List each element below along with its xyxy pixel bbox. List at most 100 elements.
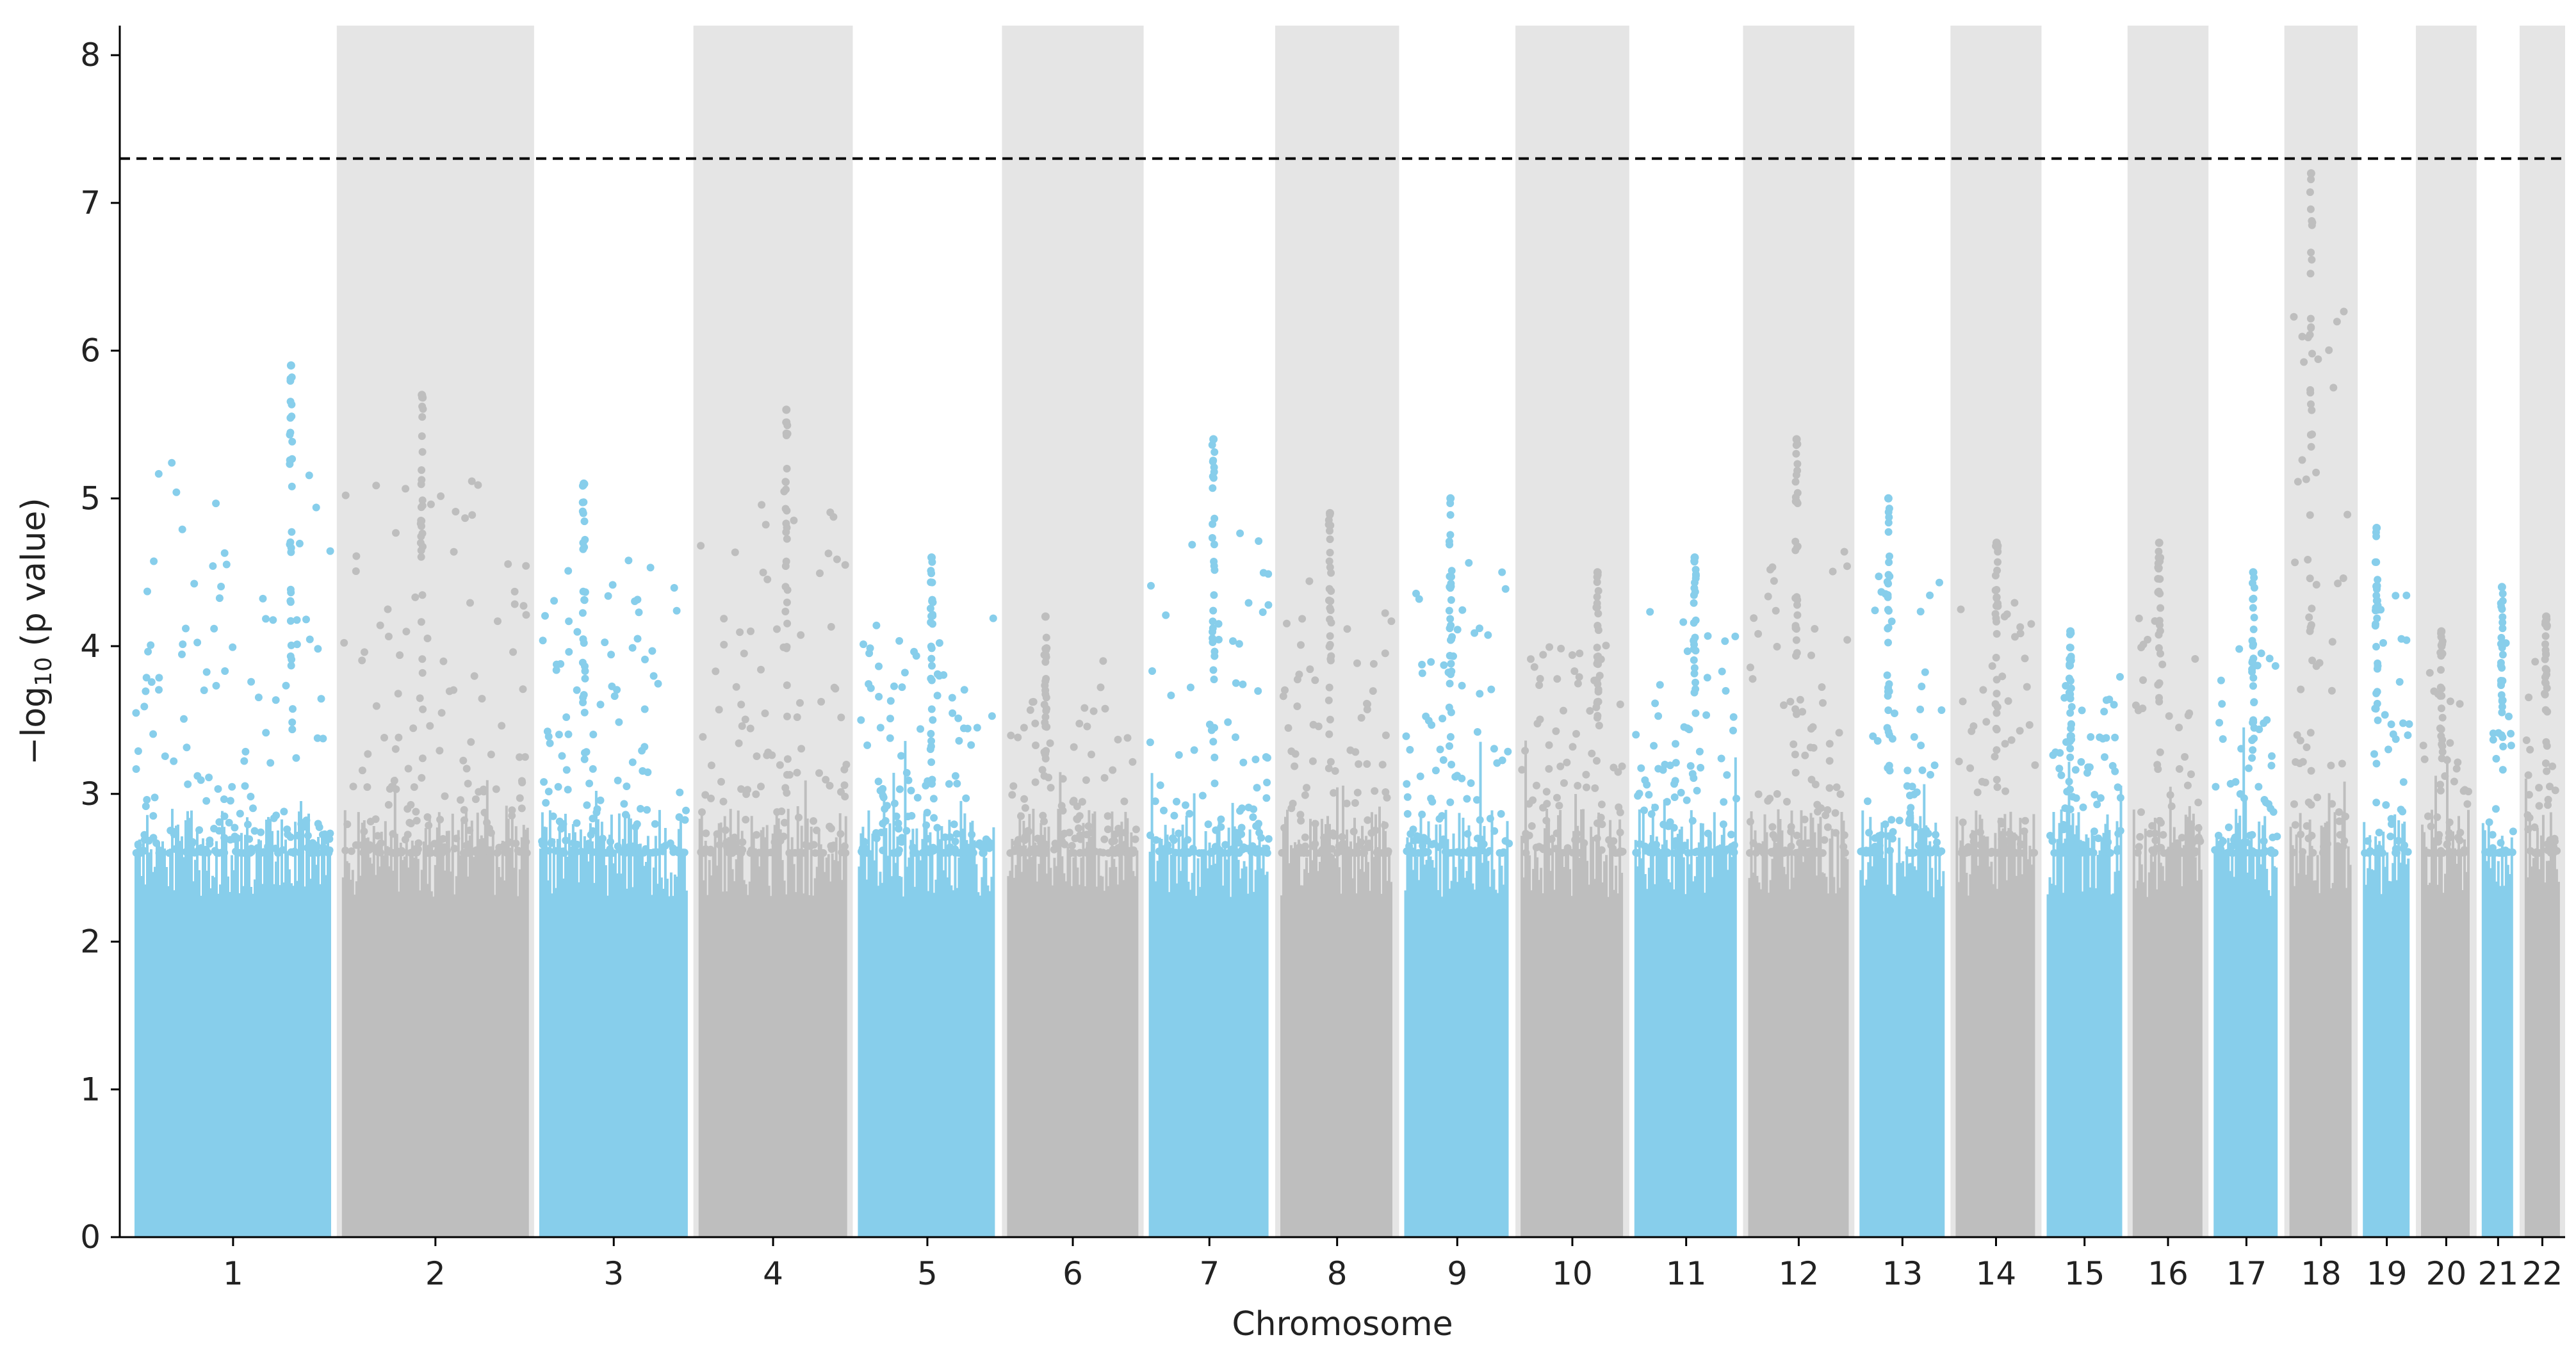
snp-point: [152, 839, 161, 847]
snp-point: [430, 839, 439, 848]
snp-point: [840, 781, 849, 790]
snp-point: [2523, 811, 2532, 819]
snp-point: [1088, 750, 1095, 759]
snp-point: [2191, 655, 2199, 663]
snp-point: [1609, 845, 1617, 853]
snp-point: [2155, 617, 2164, 625]
snp-point: [763, 848, 772, 857]
snp-point: [1521, 747, 1529, 755]
snp-point: [1616, 829, 1624, 836]
snp-point: [170, 757, 178, 765]
snp-point: [262, 729, 270, 737]
snp-point: [1015, 836, 1023, 844]
snp-point: [292, 754, 300, 762]
snp-point: [1530, 663, 1538, 671]
snp-point: [1528, 822, 1536, 830]
lead-snp-point-12: [1792, 435, 1801, 444]
snp-point: [2292, 758, 2300, 766]
snp-point: [358, 766, 366, 775]
snp-point: [1080, 704, 1089, 712]
snp-point: [2304, 834, 2313, 843]
snp-point: [423, 635, 432, 642]
snp-point: [386, 785, 394, 793]
snp-point: [948, 693, 956, 702]
chromosome-points-13: [1857, 494, 1946, 1237]
snp-point: [580, 708, 589, 717]
snp-point: [1338, 832, 1346, 841]
snp-point: [140, 847, 149, 855]
lead-snp-point-14: [1992, 539, 2001, 547]
snp-point: [1536, 675, 1544, 683]
snp-point: [1637, 764, 1645, 772]
snp-point: [2049, 751, 2057, 759]
snp-point: [1117, 845, 1125, 854]
y-axis-label-suffix: (p value): [15, 498, 53, 657]
snp-point: [2178, 834, 2186, 842]
x-tick-label-1: 1: [223, 1255, 243, 1292]
snp-point: [1026, 706, 1034, 714]
snp-point: [841, 793, 849, 800]
snp-point: [1263, 754, 1271, 762]
snp-point: [2066, 677, 2075, 685]
snp-point: [1039, 811, 1047, 820]
snp-point: [254, 693, 263, 702]
snp-point: [1766, 565, 1774, 574]
snp-point: [2219, 735, 2227, 743]
lead-snp-point-21: [2497, 583, 2506, 592]
snp-point: [2438, 748, 2447, 756]
snp-point: [318, 831, 327, 839]
snp-point: [737, 701, 746, 709]
snp-point: [226, 797, 234, 805]
snp-point: [1545, 741, 1553, 749]
snp-point: [1209, 606, 1218, 615]
snp-point: [658, 843, 667, 852]
snp-point: [2294, 478, 2302, 486]
snp-point: [1326, 535, 1334, 544]
snp-point: [1570, 667, 1579, 676]
snp-point: [1993, 566, 2001, 574]
snp-point: [581, 674, 589, 683]
snp-point: [418, 669, 427, 677]
snp-point: [1884, 692, 1892, 700]
snp-point: [2242, 848, 2250, 857]
snp-point: [1968, 727, 1976, 735]
snp-point: [2021, 654, 2029, 663]
snp-point: [2135, 843, 2143, 851]
snp-point: [2541, 679, 2550, 688]
snp-point: [366, 841, 374, 849]
snp-point: [2499, 624, 2507, 633]
snp-point: [1188, 540, 1196, 549]
snp-point: [1214, 635, 1223, 644]
lead-snp-point-6: [1041, 612, 1050, 621]
snp-point: [2306, 188, 2314, 197]
lead-snp-point-22: [2542, 612, 2550, 621]
snp-point: [1148, 667, 1156, 675]
snp-point: [1211, 566, 1219, 574]
snp-point: [2306, 386, 2315, 394]
snp-point: [1175, 829, 1183, 838]
snp-point: [2308, 350, 2316, 358]
snp-point: [1969, 832, 1977, 840]
snp-point: [783, 430, 792, 438]
snp-point: [1440, 661, 1448, 669]
snp-point: [924, 834, 932, 843]
snp-point: [2265, 654, 2274, 663]
snp-point: [1594, 610, 1602, 618]
snp-point: [2497, 839, 2505, 847]
snp-point: [927, 569, 936, 578]
snp-point: [926, 604, 934, 613]
snp-point: [902, 768, 911, 777]
snp-point: [1209, 847, 1218, 855]
snp-point: [842, 849, 850, 857]
x-tick-label-21: 21: [2478, 1255, 2519, 1292]
snp-point: [604, 592, 612, 600]
snp-point: [1518, 766, 1526, 774]
snp-point: [1364, 816, 1372, 824]
snp-point: [1796, 695, 1804, 704]
snp-point: [550, 597, 558, 605]
snp-point: [2050, 849, 2058, 857]
snp-point: [1571, 836, 1579, 844]
snp-point: [1108, 838, 1116, 846]
snp-point: [2245, 764, 2253, 772]
snp-point: [950, 820, 958, 829]
